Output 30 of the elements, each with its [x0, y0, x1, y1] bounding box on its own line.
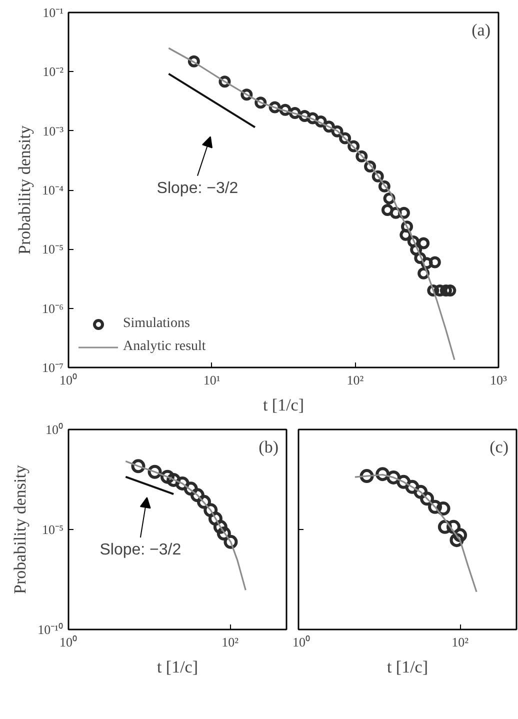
legend-label: Simulations [123, 316, 190, 332]
y-tick-label: 10⁻¹⁰ [38, 622, 64, 637]
annotation: Slope: −3/2 [156, 180, 238, 197]
x-axis-title: t [1/c] [156, 658, 198, 676]
y-axis-title: Probability density [10, 464, 30, 594]
annotation: (b) [258, 438, 279, 456]
annotation: (c) [490, 438, 509, 456]
y-tick-label: 10⁻⁵ [42, 522, 64, 537]
x-tick-label: 10⁰ [60, 372, 78, 388]
y-tick-label: 10⁻⁶ [42, 300, 64, 316]
y-tick-label: 10⁻⁴ [42, 182, 64, 198]
y-tick-label: 10⁻⁵ [42, 242, 64, 257]
x-tick-label: 10² [452, 634, 469, 650]
y-tick-label: 10⁻² [42, 64, 64, 80]
annotation: (a) [472, 20, 491, 40]
y-tick-label: 10⁻³ [42, 123, 64, 138]
x-tick-label: 10² [346, 372, 364, 388]
y-tick-label: 10⁻⁷ [42, 360, 64, 375]
x-axis-title: t [1/c] [262, 396, 304, 414]
x-tick-label: 10³ [490, 372, 508, 388]
annotation: Slope: −3/2 [100, 542, 182, 558]
x-axis-title: t [1/c] [386, 658, 428, 676]
x-tick-label: 10⁰ [292, 634, 310, 650]
y-axis-title: Probability density [14, 125, 34, 254]
y-tick-label: 10⁰ [46, 422, 64, 437]
legend-label: Analytic result [123, 339, 206, 355]
y-tick-label: 10⁻¹ [42, 5, 64, 20]
x-tick-label: 10¹ [203, 372, 220, 388]
x-tick-label: 10² [222, 634, 239, 650]
x-tick-label: 10⁰ [60, 634, 78, 650]
